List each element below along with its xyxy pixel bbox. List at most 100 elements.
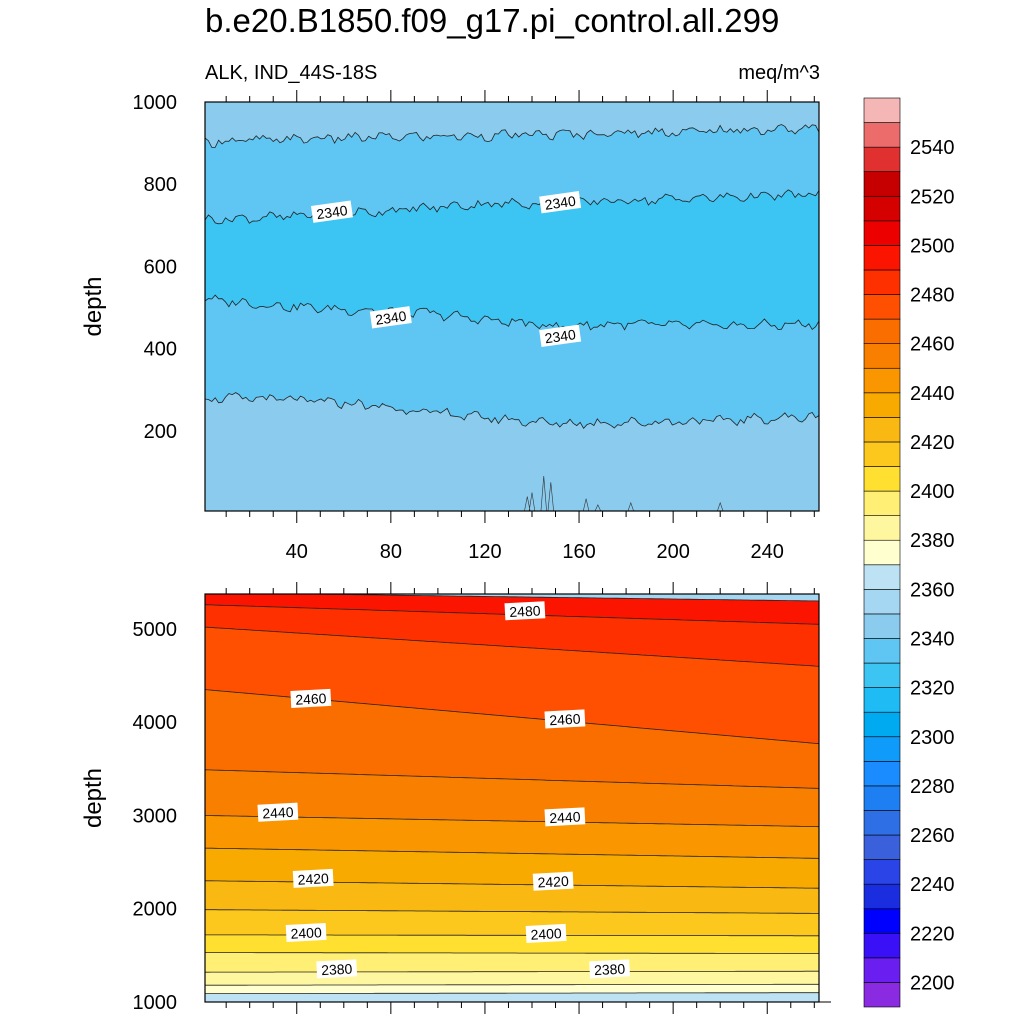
colorbar-tick-label: 2360 [910, 579, 955, 601]
contour-fills [205, 102, 819, 511]
contour-label-text: 2460 [295, 690, 327, 708]
x-tick-label: 80 [380, 541, 402, 563]
colorbar-box [863, 638, 901, 664]
contour-label: 2420 [532, 871, 574, 891]
colorbar-box [863, 883, 901, 910]
colorbar-tick-label: 2320 [910, 678, 955, 700]
contour-band [205, 934, 819, 954]
contour-band [205, 295, 819, 429]
colorbar-tick-label: 2260 [910, 825, 955, 847]
contour-band [205, 909, 819, 936]
y-axis-label: depth [80, 276, 107, 336]
colorbar-box [863, 810, 901, 836]
contour-line [205, 294, 819, 331]
contour-band [205, 124, 819, 224]
colorbar-box [863, 515, 901, 541]
x-tick-label: 200 [656, 541, 689, 563]
contour-label: 2340 [369, 306, 412, 329]
contour-label-text: 2440 [549, 809, 581, 827]
colorbar-box [863, 367, 901, 394]
plot-frame [204, 101, 820, 512]
contour-lines [205, 124, 819, 429]
colorbar-box [863, 245, 901, 271]
colorbar-tick-label: 2340 [910, 628, 955, 650]
y-tick-label: 200 [144, 421, 177, 443]
colorbar: 2200 2220 2240 2260 2280 2300 2320 2340 2360 2380… [863, 97, 955, 1008]
contour-band [205, 102, 819, 148]
y-tick-label: 3000 [133, 805, 178, 827]
contour-band [205, 392, 819, 511]
contour-label-text: 2340 [315, 202, 348, 222]
colorbar-box [863, 662, 901, 688]
contour-label-text: 2420 [537, 873, 569, 891]
contour-line [205, 909, 819, 914]
contour-line [205, 769, 819, 789]
chart-title: b.e20.B1850.f09_g17.pi_control.all.299 [205, 2, 780, 39]
y-tick-label: 400 [144, 339, 177, 361]
y-tick-label: 2000 [133, 899, 178, 921]
contour-label: 2480 [504, 601, 546, 621]
contour-band [205, 848, 819, 889]
contour-label: 2440 [544, 807, 586, 827]
colorbar-tick-label: 2420 [910, 432, 955, 454]
x-tick-label: 160 [562, 541, 595, 563]
y-tick-label: 1000 [133, 92, 178, 114]
colorbar-box [863, 294, 901, 320]
contour-band [205, 189, 819, 330]
colorbar-box [863, 318, 901, 344]
colorbar-tick-label: 2480 [910, 285, 955, 307]
contour-line [205, 952, 819, 954]
contour-label: 2420 [292, 868, 334, 888]
contour-label: 2400 [285, 922, 327, 943]
colorbar-box [863, 564, 901, 590]
contour-band [205, 815, 819, 859]
colorbar-box [863, 97, 901, 123]
colorbar-box [863, 392, 901, 418]
contour-line [205, 992, 819, 994]
x-tick-label: 40 [286, 541, 308, 563]
colorbar-box [863, 220, 901, 246]
contour-label: 2440 [257, 802, 299, 822]
y-tick-label: 1000 [133, 992, 178, 1014]
contour-label: 2460 [290, 688, 332, 708]
lower-depth-panel: 2380 2380 2400 2400 2420 2420 2440 2440 2460 2460… [80, 582, 831, 1014]
contour-label-text: 2420 [297, 870, 329, 888]
colorbar-box [863, 269, 901, 295]
colorbar-box [863, 466, 901, 492]
colorbar-box [863, 539, 901, 566]
colorbar-box [863, 146, 901, 173]
colorbar-box [863, 834, 901, 860]
colorbar-tick-label: 2240 [910, 874, 955, 896]
contour-label: 2380 [316, 959, 358, 979]
contour-label: 2340 [310, 200, 353, 223]
subtitle-units: meq/m^3 [738, 62, 820, 84]
colorbar-box [863, 490, 901, 516]
colorbar-box [863, 417, 901, 443]
contour-label: 2460 [544, 709, 586, 729]
contour-line [205, 815, 819, 828]
colorbar-tick-label: 2500 [910, 235, 955, 257]
colorbar-box [863, 859, 901, 885]
colorbar-box [863, 711, 901, 738]
contour-band [205, 604, 819, 667]
contour-line [205, 626, 819, 667]
colorbar-tick-label: 2200 [910, 972, 955, 994]
contour-line [205, 124, 819, 148]
colorbar-box [863, 957, 901, 983]
contour-band [205, 992, 819, 1002]
colorbar-tick-label: 2380 [910, 530, 955, 552]
colorbar-tick-label: 2520 [910, 186, 955, 208]
colorbar-box [863, 613, 901, 639]
contour-label-text: 2340 [374, 308, 407, 328]
colorbar-box [863, 589, 901, 615]
contour-label-text: 2460 [549, 711, 581, 729]
colorbar-tick-label: 2540 [910, 137, 955, 159]
y-tick-label: 600 [144, 256, 177, 278]
contour-band [205, 880, 819, 914]
colorbar-tick-label: 2400 [910, 481, 955, 503]
contour-label-text: 2400 [290, 924, 322, 942]
contour-band [205, 627, 819, 744]
colorbar-box [863, 785, 901, 811]
y-axis-label: depth [80, 768, 107, 828]
